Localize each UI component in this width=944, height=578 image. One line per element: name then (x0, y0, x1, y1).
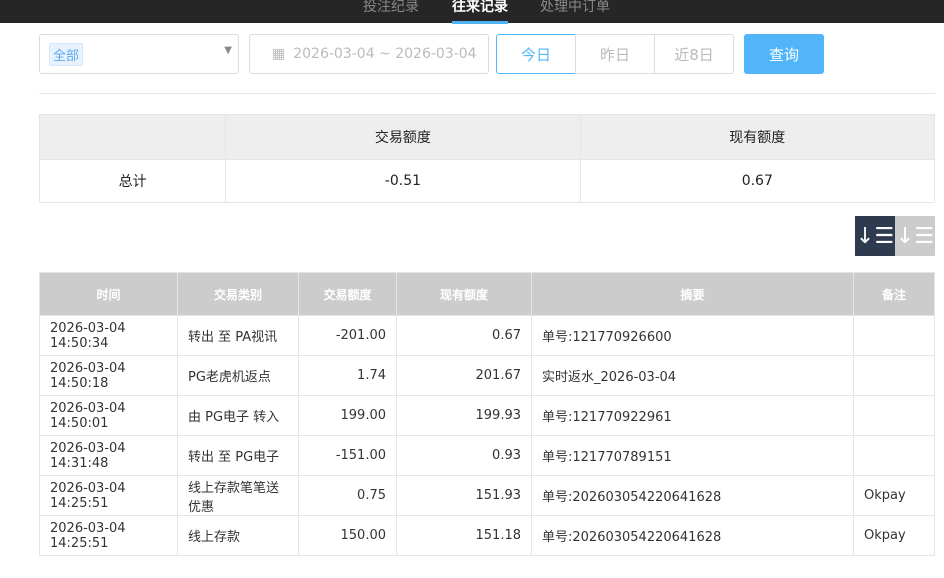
table-row: 2026-03-04 14:25:51 线上存款笔笔送优惠 0.75 151.93 单号… (39, 475, 935, 516)
table-cell: 0.75 (298, 475, 397, 516)
table-cell: 151.93 (396, 475, 532, 516)
top-nav: 投注纪录 往来记录 处理中订单 (0, 0, 944, 24)
table-cell: 199.93 (396, 395, 532, 436)
table-cell: 2026-03-04 14:50:01 (39, 395, 178, 436)
tab-pending-orders[interactable]: 处理中订单 (540, 0, 610, 15)
table-row: 2026-03-04 14:50:34 转出 至 PA视讯 -201.00 0.67 单… (39, 315, 935, 356)
table-cell: 单号:202603054220641628 (531, 515, 854, 556)
table-row: 2026-03-04 14:50:01 由 PG电子 转入 199.00 199.93… (39, 395, 935, 436)
table-cell: Okpay (853, 515, 935, 556)
table-cell: 单号:121770922961 (531, 395, 854, 436)
tab-bet-records[interactable]: 投注纪录 (363, 0, 419, 15)
table-cell: 2026-03-04 14:31:48 (39, 435, 178, 476)
table-row: 2026-03-04 14:50:18 PG老虎机返点 1.74 201.67 实时返水… (39, 355, 935, 396)
table-cell: 0.93 (396, 435, 532, 476)
table-cell: 1.74 (298, 355, 397, 396)
last-8-days-button[interactable]: 近8日 (654, 34, 734, 74)
table-cell: 实时返水_2026-03-04 (531, 355, 854, 396)
category-select[interactable]: ▼ (39, 34, 239, 74)
table-header: 时间 交易类别 交易额度 现有额度 摘要 备注 (39, 272, 935, 316)
calendar-icon: ▦ (272, 46, 286, 62)
table-cell: 151.18 (396, 515, 532, 556)
table-cell: 转出 至 PA视讯 (177, 315, 299, 356)
table-row: 2026-03-04 14:25:51 线上存款 150.00 151.18 单号:20… (39, 515, 935, 556)
table-cell: 线上存款笔笔送优惠 (177, 475, 299, 516)
sort-ascending-icon[interactable]: ↓☰ (895, 216, 935, 256)
table-cell (853, 315, 935, 356)
table-cell: 单号:121770789151 (531, 435, 854, 476)
table-cell: 线上存款 (177, 515, 299, 556)
transactions-table: 时间 交易类别 交易额度 现有额度 摘要 备注 2026-03-04 14:50:34 转出… (39, 272, 935, 556)
table-row: 2026-03-04 14:31:48 转出 至 PG电子 -151.00 0.93 单… (39, 435, 935, 476)
today-button[interactable]: 今日 (496, 34, 576, 74)
table-cell: 199.00 (298, 395, 397, 436)
table-cell: 0.67 (396, 315, 532, 356)
yesterday-button[interactable]: 昨日 (575, 34, 655, 74)
table-cell (853, 395, 935, 436)
table-cell: 201.67 (396, 355, 532, 396)
date-range-input[interactable]: ▦ 2026-03-04 ~ 2026-03-04 (249, 34, 489, 74)
table-cell: 150.00 (298, 515, 397, 556)
table-cell: 转出 至 PG电子 (177, 435, 299, 476)
query-button[interactable]: 查询 (744, 34, 824, 74)
tab-transactions[interactable]: 往来记录 (452, 0, 508, 24)
caret-down-icon: ▼ (224, 45, 232, 56)
table-cell: 单号:121770926600 (531, 315, 854, 356)
summary-table: 交易额度 现有额度 总计 -0.51 0.67 (38, 114, 936, 203)
divider (39, 93, 935, 94)
table-cell: 单号:202603054220641628 (531, 475, 854, 516)
table-cell (853, 435, 935, 476)
table-cell: -151.00 (298, 435, 397, 476)
table-cell: 由 PG电子 转入 (177, 395, 299, 436)
table-cell: PG老虎机返点 (177, 355, 299, 396)
table-cell (853, 355, 935, 396)
category-tag: 全部 (49, 43, 84, 66)
sort-descending-icon[interactable]: ↓☰ (855, 216, 895, 256)
table-cell: 2026-03-04 14:50:34 (39, 315, 178, 356)
table-cell: 2026-03-04 14:50:18 (39, 355, 178, 396)
table-cell: -201.00 (298, 315, 397, 356)
table-cell: Okpay (853, 475, 935, 516)
table-cell: 2026-03-04 14:25:51 (39, 475, 178, 516)
table-cell: 2026-03-04 14:25:51 (39, 515, 178, 556)
